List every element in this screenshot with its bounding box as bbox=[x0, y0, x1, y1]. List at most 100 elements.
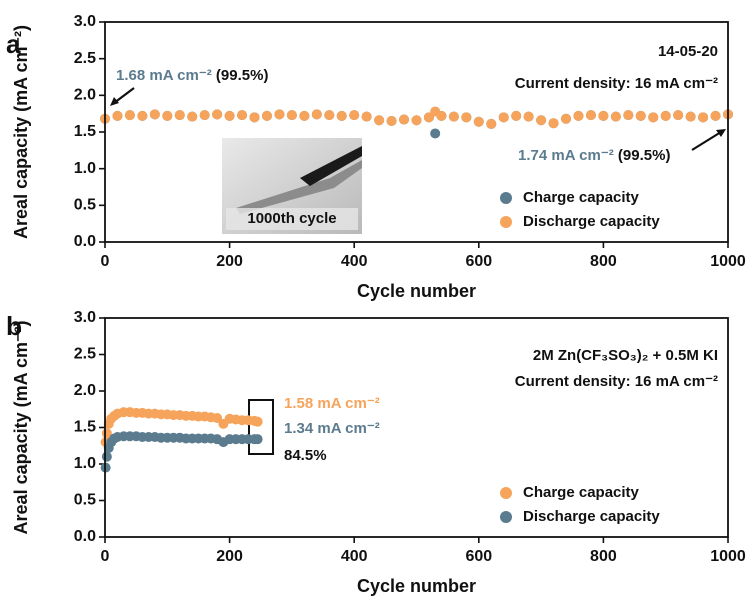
point bbox=[162, 110, 173, 121]
point bbox=[486, 118, 497, 129]
annotation-value: 1.74 mA cm⁻² bbox=[518, 147, 614, 164]
point bbox=[261, 110, 272, 121]
point bbox=[252, 416, 263, 427]
y-axis-title: Areal capacity (mA cm⁻²) bbox=[11, 321, 31, 535]
point bbox=[430, 128, 441, 139]
annotation: Current density: 16 mA cm⁻² bbox=[515, 373, 718, 390]
legend-marker bbox=[500, 192, 512, 204]
x-tick-label: 0 bbox=[101, 548, 110, 565]
point bbox=[399, 114, 410, 125]
y-tick-label: 2.5 bbox=[74, 346, 96, 363]
point bbox=[249, 112, 260, 123]
x-tick-label: 1000 bbox=[710, 548, 746, 565]
point bbox=[274, 109, 285, 120]
photo-strip bbox=[236, 160, 362, 214]
x-tick-label: 0 bbox=[101, 253, 110, 270]
point bbox=[536, 115, 547, 126]
inset-photo: 1000th cycle bbox=[222, 138, 362, 234]
point bbox=[523, 111, 534, 122]
annotation: 1.74 mA cm⁻² (99.5%) bbox=[518, 147, 670, 164]
point bbox=[461, 112, 472, 123]
x-tick-label: 400 bbox=[341, 548, 368, 565]
panel-label: a bbox=[6, 29, 21, 59]
x-tick-label: 600 bbox=[465, 548, 492, 565]
x-tick-label: 600 bbox=[465, 253, 492, 270]
point bbox=[124, 110, 135, 121]
annotation-value: 1.68 mA cm⁻² bbox=[116, 67, 212, 84]
point bbox=[710, 110, 721, 121]
point bbox=[137, 110, 148, 121]
point bbox=[685, 111, 696, 122]
point bbox=[473, 116, 484, 127]
point bbox=[423, 112, 434, 123]
annotation: 1.68 mA cm⁻² (99.5%) bbox=[116, 67, 268, 84]
point bbox=[374, 115, 385, 126]
annotation: 14-05-20 bbox=[658, 43, 718, 60]
point bbox=[561, 113, 572, 124]
panel-label: b bbox=[6, 311, 22, 341]
y-tick-label: 1.0 bbox=[74, 160, 96, 177]
x-tick-label: 1000 bbox=[710, 253, 746, 270]
annotation: 84.5% bbox=[284, 447, 327, 464]
point bbox=[336, 110, 347, 121]
point bbox=[299, 110, 310, 121]
plot-frame bbox=[104, 317, 729, 538]
point bbox=[698, 112, 709, 123]
y-tick-label: 0.5 bbox=[74, 197, 96, 214]
annotation-percent: (99.5%) bbox=[618, 147, 671, 164]
plot-frame bbox=[104, 21, 729, 243]
point bbox=[386, 116, 397, 126]
point bbox=[448, 111, 459, 122]
x-tick-label: 400 bbox=[341, 253, 368, 270]
plot: 0.0 0.5 1.0 1.5 2.0 2.5 3.0 0 200 400 600 800 1000 Cy… bbox=[11, 309, 746, 596]
annotation: Current density: 16 mA cm⁻² bbox=[515, 75, 718, 92]
point bbox=[101, 451, 112, 462]
point bbox=[112, 110, 123, 121]
point bbox=[585, 110, 596, 121]
point bbox=[361, 111, 372, 122]
point bbox=[199, 110, 210, 121]
arrow bbox=[691, 131, 722, 151]
y-tick-label: 0.0 bbox=[74, 233, 96, 250]
x-axis-title: Cycle number bbox=[357, 576, 476, 596]
legend-marker bbox=[500, 216, 512, 228]
photo-caption-bg bbox=[226, 208, 358, 230]
point bbox=[610, 111, 621, 122]
y-axis-title: Areal capacity (mA cm⁻²) bbox=[11, 25, 31, 239]
point bbox=[635, 110, 646, 121]
legend-label: Charge capacity bbox=[523, 484, 640, 501]
point bbox=[660, 110, 671, 121]
point bbox=[648, 112, 659, 123]
y-tick-label: 1.0 bbox=[74, 455, 96, 472]
point bbox=[224, 110, 235, 121]
point bbox=[411, 115, 422, 126]
y-tick-label: 1.5 bbox=[74, 123, 96, 140]
point bbox=[324, 110, 335, 121]
annotation: 1000th cycle bbox=[247, 210, 336, 227]
point bbox=[349, 110, 360, 121]
photo-tweezer bbox=[300, 146, 362, 186]
legend-marker bbox=[500, 511, 512, 523]
x-tick-label: 800 bbox=[590, 253, 617, 270]
point bbox=[187, 111, 198, 122]
point bbox=[511, 110, 522, 121]
point bbox=[436, 110, 447, 121]
annotation: 1.34 mA cm⁻² bbox=[284, 420, 380, 437]
annotation: 1.58 mA cm⁻² bbox=[284, 395, 380, 412]
annotation: 2M Zn(CF₃SO₃)₂ + 0.5M KI bbox=[533, 347, 718, 364]
point bbox=[237, 110, 248, 121]
point bbox=[548, 118, 559, 129]
legend-label: Discharge capacity bbox=[523, 508, 660, 525]
arrow bbox=[113, 87, 135, 104]
y-tick-label: 0.5 bbox=[74, 492, 96, 509]
x-tick-label: 800 bbox=[590, 548, 617, 565]
highlight-box bbox=[248, 399, 274, 455]
y-tick-label: 2.0 bbox=[74, 87, 96, 104]
point bbox=[498, 112, 509, 123]
legend-label: Charge capacity bbox=[523, 189, 640, 206]
point bbox=[286, 110, 297, 121]
plot: 0.0 0.5 1.0 1.5 2.0 2.5 3.0 0 200 400 600 800 1000 Cy… bbox=[11, 13, 746, 301]
y-tick-label: 0.0 bbox=[74, 528, 96, 545]
